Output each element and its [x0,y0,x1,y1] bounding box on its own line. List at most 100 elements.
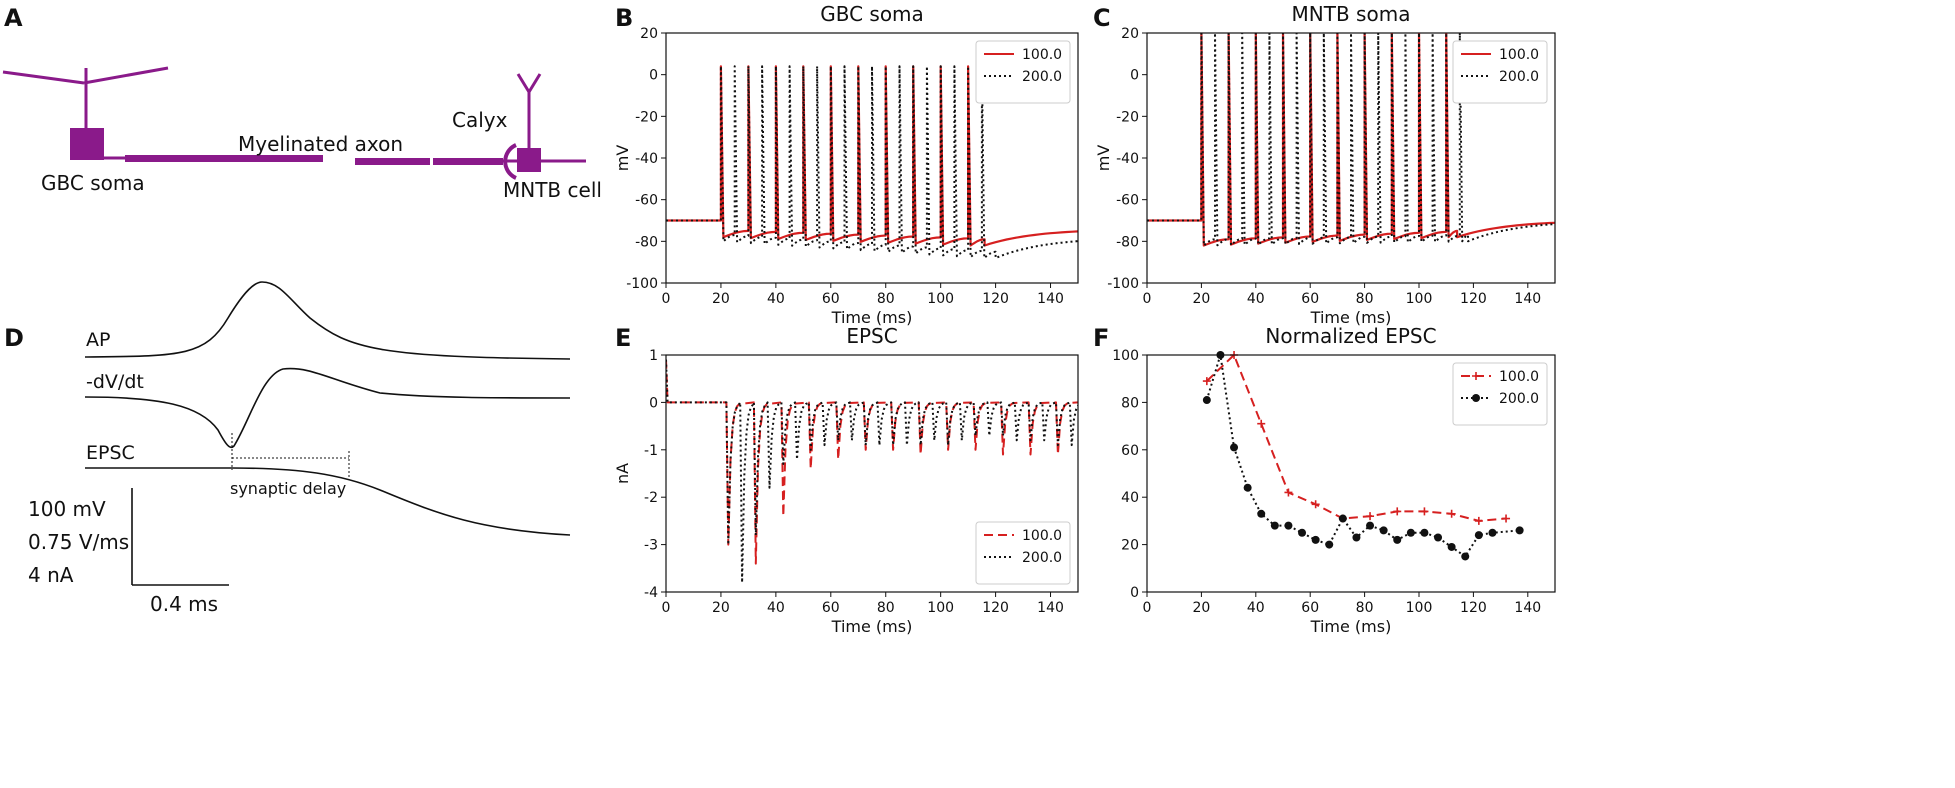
data-point [1284,488,1293,497]
x-tick-label: 80 [877,600,895,616]
axon-label: Myelinated axon [238,132,403,156]
x-tick-label: 140 [1037,291,1064,307]
data-point [1406,528,1415,537]
y-axis-label: mV [1094,145,1113,172]
panel-label-f: F [1093,324,1109,352]
data-point [1502,514,1511,523]
x-tick-label: 140 [1514,291,1541,307]
gbc-soma-shape [70,128,104,160]
x-tick-label: 120 [982,291,1009,307]
y-tick-label: -100 [1107,276,1139,292]
mntb-dendrite-left [516,73,531,93]
y-axis-label: nA [613,463,632,484]
series-line-200.0 [1147,33,1555,247]
y-tick-label: 80 [1121,395,1139,411]
gbc-soma-label: GBC soma [41,171,145,195]
delay-label: synaptic delay [230,479,346,498]
data-point [1270,521,1279,530]
y-axis-label: mV [613,145,632,172]
legend-label: 200.0 [1022,69,1062,85]
data-point [1284,521,1293,530]
data-point [1393,535,1402,544]
waveform-panel: AP -dV/dt EPSC synaptic delay 100 mV 0.7… [28,281,571,616]
x-tick-label: 20 [712,291,730,307]
legend-marker [1472,372,1480,380]
calyx-terminal [503,143,517,180]
data-point [1257,509,1266,518]
chart-epsc: EPSC 0 20 40 60 80 100 120 140 1 0 -1 -2 -3 -4 Time (ms… [613,324,1079,636]
chart-title: Normalized EPSC [1265,324,1436,348]
x-tick-label: 100 [1406,291,1433,307]
scale-ms-label: 0.4 ms [150,592,218,616]
series-line-200.0 [666,65,1078,259]
panel-label-a: A [4,4,23,32]
panel-label-b: B [615,4,633,32]
chart-normalized-epsc: Normalized EPSC 0 20 40 60 80 100 120 140 100 80 60… [1112,324,1556,636]
panel-label-d: D [4,324,24,352]
series-line-100.0 [1147,33,1555,247]
x-axis-label: Time (ms) [1310,308,1392,327]
legend-box [1452,40,1548,104]
plot-frame [1146,354,1556,593]
dvdt-trace [84,367,571,449]
chart-gbc-soma: GBC soma 0 20 40 60 80 100 120 140 20 0 -20 -40 -60 -8… [613,2,1079,327]
plot-frame [665,354,1079,593]
dvdt-label: -dV/dt [86,371,144,393]
data-point [1352,533,1361,542]
y-tick-label: -80 [635,234,658,250]
data-point [1366,521,1375,530]
data-point [1202,396,1211,405]
x-tick-label: 120 [982,600,1009,616]
chart-title: MNTB soma [1292,2,1411,26]
y-tick-label: 20 [1121,26,1139,42]
myelin-segment-2 [355,158,430,165]
y-tick-label: -60 [1116,193,1139,209]
panel-label-e: E [615,324,631,352]
scale-mv-label: 100 mV [28,497,106,521]
data-point [1230,443,1239,452]
legend-label: 200.0 [1499,69,1539,85]
x-tick-label: 80 [1356,600,1374,616]
y-tick-label: -60 [635,193,658,209]
legend-label: 100.0 [1022,47,1062,63]
x-tick-label: 60 [1301,600,1319,616]
data-point [1243,483,1252,492]
x-tick-label: 0 [1143,600,1152,616]
legend: 100.0 200.0 [975,40,1071,104]
scale-na-label: 4 nA [28,563,74,587]
x-tick-label: 40 [1247,291,1265,307]
chart-title: GBC soma [820,2,924,26]
panel-label-c: C [1093,4,1111,32]
y-tick-label: -3 [644,538,658,554]
x-tick-label: 0 [662,600,671,616]
x-tick-label: 40 [767,291,785,307]
y-tick-label: -20 [635,109,658,125]
series-line-200.0 [666,359,1078,584]
y-tick-label: -40 [1116,151,1139,167]
data-point [1474,516,1483,525]
y-tick-label: 0 [1130,68,1139,84]
legend-label: 100.0 [1499,369,1539,385]
y-tick-label: 0 [1130,585,1139,601]
y-tick-label: 60 [1121,443,1139,459]
x-tick-label: 20 [712,600,730,616]
x-tick-label: 140 [1514,600,1541,616]
x-tick-label: 120 [1460,291,1487,307]
x-tick-label: 80 [1356,291,1374,307]
chart-title: EPSC [846,324,897,348]
x-tick-label: 80 [877,291,895,307]
y-tick-label: 0 [649,395,658,411]
myelin-segment-1 [125,155,323,162]
x-tick-label: 140 [1037,600,1064,616]
legend-label: 200.0 [1499,391,1539,407]
mntb-soma-shape [517,148,541,172]
chart-mntb-soma: MNTB soma 0 20 40 60 80 100 120 140 20 0 -20 -40 -60 -… [1094,2,1556,327]
gbc-dendrite-right [83,66,169,85]
myelin-segment-3 [433,158,503,165]
data-point [1447,542,1456,551]
gbc-dendrite-left [2,70,85,85]
y-tick-label: -20 [1116,109,1139,125]
data-point [1393,507,1402,516]
x-tick-label: 20 [1192,600,1210,616]
